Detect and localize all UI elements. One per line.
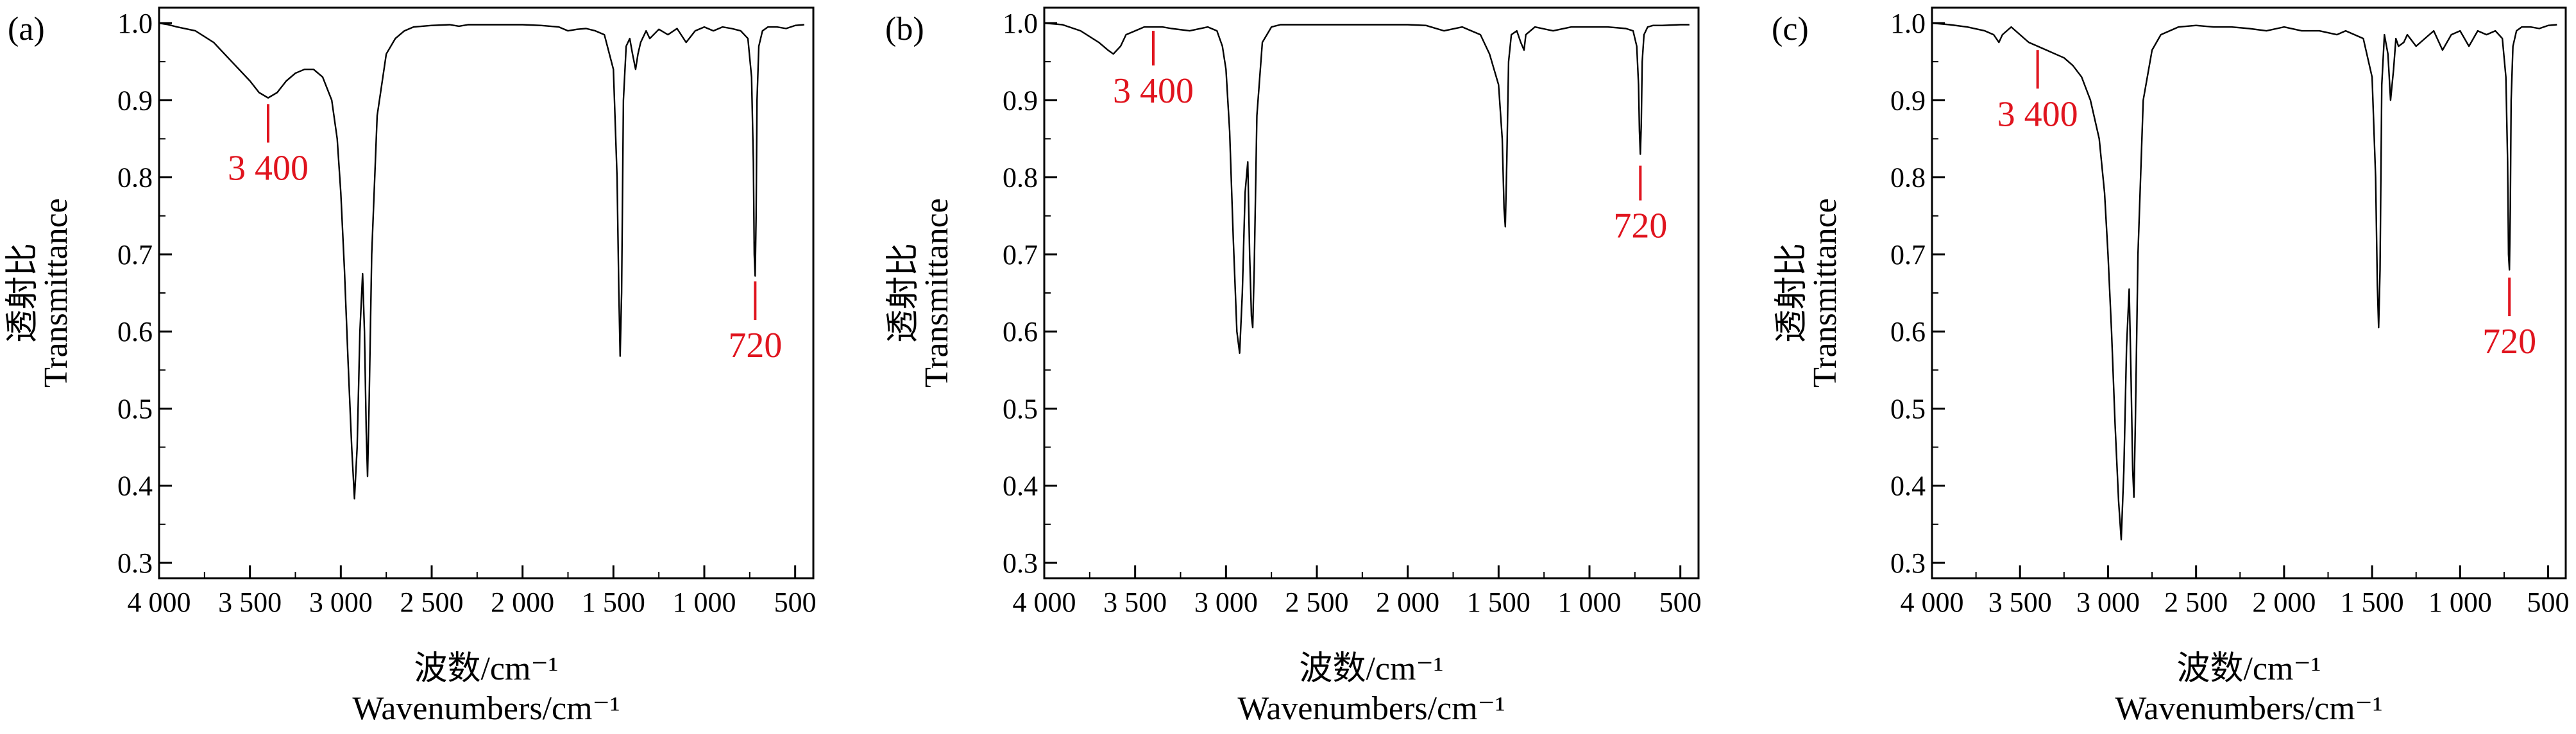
spectrum-line [1044,22,1690,354]
x-tick-label: 3 500 [1988,587,2052,618]
x-tick-label: 3 500 [1103,587,1167,618]
y-tick-label: 0.7 [1003,239,1038,271]
x-tick-label: 2 500 [2164,587,2228,618]
x-tick-label: 3 500 [218,587,282,618]
x-axis-title-cn: 波数/cm⁻¹ [1299,651,1443,687]
y-tick-label: 0.5 [1890,393,1926,424]
y-tick-label: 0.5 [1003,393,1038,424]
y-tick-label: 0.4 [1003,471,1038,502]
x-tick-label: 1 000 [2428,587,2492,618]
y-axis-title-cn: 透射比 [1774,243,1810,343]
y-tick-label: 0.6 [1003,316,1038,347]
panel-label: (b) [885,11,924,47]
x-tick-label: 4 000 [128,587,191,618]
y-tick-label: 0.8 [1890,162,1926,194]
x-tick-label: 2 500 [400,587,464,618]
y-tick-label: 1.0 [1890,8,1926,39]
y-tick-label: 0.8 [1003,162,1038,194]
y-axis-title-cn: 透射比 [885,243,922,343]
x-axis-title-en: Wavenumbers/cm⁻¹ [1237,690,1505,727]
x-tick-label: 1 000 [673,587,736,618]
x-tick-label: 1 500 [1467,587,1530,618]
x-tick-label: 3 000 [2076,587,2140,618]
x-tick-label: 2 000 [2252,587,2316,618]
x-axis-title-en: Wavenumbers/cm⁻¹ [2115,690,2382,727]
panel-3: (c) 0.3 0.4 0.5 0.6 0.7 0.8 0.9 1.0 4 000 3 500 3 0… [1772,6,2570,727]
plot-frame [1931,6,2567,580]
x-tick-label: 1 500 [2341,587,2404,618]
y-tick-label: 0.5 [117,393,153,424]
x-tick-label: 500 [774,587,817,618]
annotation-label: 720 [728,326,782,365]
y-tick-label: 0.7 [1890,239,1926,271]
y-tick-label: 0.6 [1890,316,1926,347]
y-tick-label: 0.9 [1890,85,1926,116]
y-tick-label: 0.9 [1003,85,1038,116]
panel-2: (b) 0.3 0.4 0.5 0.6 0.7 0.8 0.9 1.0 4 000 3 500 3 0… [885,6,1702,727]
x-tick-label: 2 000 [1376,587,1439,618]
x-tick-label: 3 000 [1194,587,1258,618]
y-tick-label: 1.0 [1003,8,1038,39]
x-tick-label: 1 500 [582,587,645,618]
x-axis-title-en: Wavenumbers/cm⁻¹ [352,690,620,727]
x-tick-label: 500 [1659,587,1702,618]
annotation-label: 3 400 [1997,94,2078,134]
panel-label: (a) [8,11,45,47]
annotation-label: 720 [1613,206,1667,246]
y-tick-label: 0.9 [117,85,153,116]
x-tick-label: 500 [2527,587,2570,618]
y-axis-title-cn: 透射比 [4,243,41,343]
y-axis-title-en: Transmittance [1807,198,1843,388]
spectrum-line [1931,22,2557,541]
annotation-label: 3 400 [228,148,309,188]
y-axis-title-en: Transmittance [919,198,955,388]
y-tick-label: 0.3 [1003,547,1038,579]
y-axis-title-en: Transmittance [38,198,74,388]
y-tick-label: 0.8 [117,162,153,194]
x-axis-title-cn: 波数/cm⁻¹ [2176,651,2321,687]
x-tick-label: 4 000 [1901,587,1964,618]
y-tick-label: 0.7 [117,239,153,271]
y-tick-label: 1.0 [117,8,153,39]
y-tick-label: 0.3 [1890,547,1926,579]
spectrum-line [158,22,804,500]
annotation-label: 720 [2482,322,2536,362]
y-tick-label: 0.4 [117,471,153,502]
panel-1: (a) 0.3 0.4 0.5 0.6 0.7 0.8 0.9 1.0 4 000 3 500 3 0… [4,6,817,727]
x-tick-label: 2 500 [1285,587,1349,618]
x-axis-title-cn: 波数/cm⁻¹ [414,651,558,687]
x-tick-label: 2 000 [491,587,554,618]
y-tick-label: 0.3 [117,547,153,579]
panels-group: (a) 0.3 0.4 0.5 0.6 0.7 0.8 0.9 1.0 4 000 3 500 3 0… [4,6,2570,727]
panel-label: (c) [1772,11,1809,47]
y-tick-label: 0.6 [117,316,153,347]
x-tick-label: 3 000 [309,587,373,618]
annotation-label: 3 400 [1113,71,1194,111]
plot-frame [158,6,815,580]
x-tick-label: 4 000 [1013,587,1076,618]
y-tick-label: 0.4 [1890,471,1926,502]
x-tick-label: 1 000 [1558,587,1622,618]
